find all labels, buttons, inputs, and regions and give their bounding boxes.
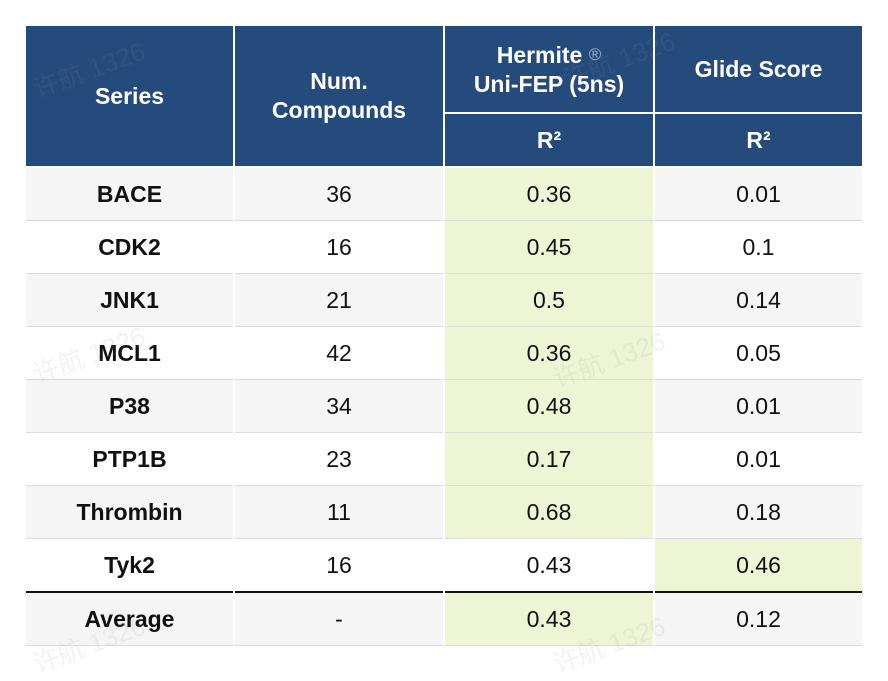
header-num-compounds-line1: Num.: [310, 68, 368, 94]
hermite-r2-cell: 0.45: [443, 220, 655, 274]
series-cell: Thrombin: [24, 485, 235, 539]
table-row: P38 34 0.48 0.01: [24, 379, 864, 433]
hermite-r2-cell: 0.36: [443, 167, 655, 221]
header-r2-hermite: R²: [443, 112, 655, 168]
registered-mark: ®: [588, 44, 602, 64]
table-row: Thrombin 11 0.68 0.18: [24, 485, 864, 539]
compounds-cell: 34: [233, 379, 445, 433]
header-hermite-line2: Uni-FEP (5ns): [473, 70, 625, 97]
header-num-compounds: Num. Compounds: [233, 24, 445, 168]
compounds-cell: 11: [233, 485, 445, 539]
hermite-r2-cell: 0.48: [443, 379, 655, 433]
series-cell: CDK2: [24, 220, 235, 274]
glide-r2-cell: 0.01: [653, 379, 864, 433]
compounds-cell: 16: [233, 220, 445, 274]
table-row: JNK1 21 0.5 0.14: [24, 273, 864, 327]
table-row: CDK2 16 0.45 0.1: [24, 220, 864, 274]
glide-r2-cell: 0.1: [653, 220, 864, 274]
average-compounds: -: [233, 591, 445, 646]
hermite-r2-cell: 0.36: [443, 326, 655, 380]
glide-r2-cell: 0.01: [653, 167, 864, 221]
header-num-compounds-line2: Compounds: [271, 97, 407, 123]
compounds-cell: 36: [233, 167, 445, 221]
average-hermite-r2: 0.43: [443, 591, 655, 646]
table-row: Tyk2 16 0.43 0.46: [24, 538, 864, 593]
average-row: Average - 0.43 0.12: [24, 591, 864, 646]
hermite-r2-cell: 0.5: [443, 273, 655, 327]
glide-r2-cell: 0.14: [653, 273, 864, 327]
glide-r2-cell: 0.01: [653, 432, 864, 486]
header-series: Series: [24, 24, 235, 168]
series-cell: JNK1: [24, 273, 235, 327]
compounds-cell: 42: [233, 326, 445, 380]
compounds-cell: 21: [233, 273, 445, 327]
header-hermite-uni-fep: Hermite ® Uni-FEP (5ns): [443, 24, 655, 114]
series-cell: MCL1: [24, 326, 235, 380]
table-row: BACE 36 0.36 0.01: [24, 167, 864, 221]
table-row: PTP1B 23 0.17 0.01: [24, 432, 864, 486]
compounds-cell: 23: [233, 432, 445, 486]
series-cell: BACE: [24, 167, 235, 221]
glide-r2-cell: 0.18: [653, 485, 864, 539]
table-row: MCL1 42 0.36 0.05: [24, 326, 864, 380]
hermite-r2-cell: 0.17: [443, 432, 655, 486]
glide-r2-cell: 0.46: [653, 538, 864, 593]
glide-r2-cell: 0.05: [653, 326, 864, 380]
header-hermite-line1: Hermite: [496, 41, 583, 68]
average-label: Average: [24, 591, 235, 646]
hermite-r2-cell: 0.43: [443, 538, 655, 593]
compounds-cell: 16: [233, 538, 445, 593]
series-cell: P38: [24, 379, 235, 433]
series-cell: PTP1B: [24, 432, 235, 486]
results-table: Series Num. Compounds Hermite ® Uni-FEP …: [24, 24, 864, 646]
average-glide-r2: 0.12: [653, 591, 864, 646]
series-cell: Tyk2: [24, 538, 235, 593]
hermite-r2-cell: 0.68: [443, 485, 655, 539]
header-glide-score: Glide Score: [653, 24, 864, 114]
header-r2-glide: R²: [653, 112, 864, 168]
